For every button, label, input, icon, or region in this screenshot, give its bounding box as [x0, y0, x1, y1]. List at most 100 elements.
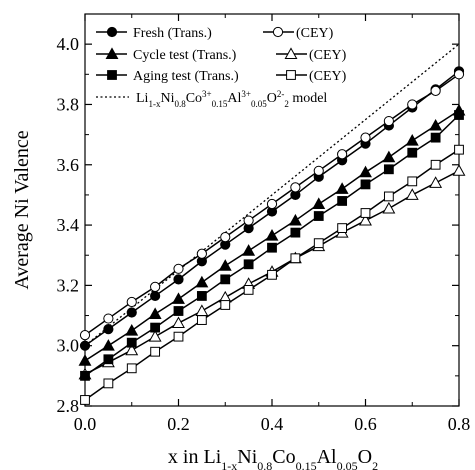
legend-model-label: Li1-xNi0.8Co3+0.15Al3+0.05O2-2 model	[136, 89, 327, 109]
data-point	[103, 354, 114, 365]
data-point	[126, 307, 137, 318]
data-point	[172, 292, 185, 304]
data-point	[125, 323, 139, 336]
data-point	[383, 164, 394, 175]
data-point	[430, 85, 441, 96]
data-point	[80, 370, 90, 381]
data-point	[148, 330, 162, 342]
data-point	[220, 232, 231, 243]
series-6	[80, 144, 464, 405]
data-point	[150, 346, 161, 357]
data-point	[405, 134, 419, 146]
data-point	[80, 395, 90, 405]
data-point	[313, 238, 324, 249]
data-point	[243, 259, 254, 270]
data-point	[430, 132, 441, 143]
data-point	[243, 285, 254, 295]
data-point	[382, 201, 396, 214]
data-point	[360, 179, 371, 190]
data-point	[150, 322, 161, 333]
legend-marker	[284, 47, 298, 59]
y-tick-label: 3.8	[57, 94, 80, 114]
x-tick-label: 0.2	[167, 414, 190, 434]
data-point	[290, 253, 301, 264]
y-axis-title: Average Ni Valence	[11, 130, 33, 289]
series-5	[80, 110, 464, 381]
data-point	[359, 165, 372, 178]
data-point	[407, 147, 418, 158]
data-point	[313, 211, 324, 221]
data-point	[196, 315, 207, 325]
data-point	[173, 263, 184, 274]
data-point	[150, 281, 161, 292]
data-point	[267, 269, 277, 280]
plot-axes: 0.0 0.2 0.4 0.6 0.8 2.8 3.0 3.2 3.4 3.6 3.8 4.0	[57, 13, 471, 434]
model-line	[84, 43, 460, 347]
data-point	[454, 144, 464, 155]
data-point	[173, 306, 184, 316]
data-point	[101, 339, 115, 351]
series-3	[78, 103, 466, 366]
data-point	[337, 149, 348, 160]
data-point	[407, 99, 418, 110]
data-point	[359, 213, 372, 226]
data-point	[126, 337, 137, 348]
data-point	[79, 340, 91, 351]
data-point	[265, 229, 279, 241]
y-tick-label: 3.4	[57, 215, 80, 235]
legend-marker	[107, 70, 117, 80]
data-point	[150, 290, 161, 302]
data-point	[383, 115, 394, 127]
data-point	[125, 343, 139, 356]
data-point	[337, 223, 348, 233]
data-point	[195, 304, 209, 316]
data-point	[220, 300, 231, 310]
data-point	[196, 248, 207, 259]
data-point	[103, 324, 114, 335]
legend-marker	[105, 47, 119, 59]
data-point	[172, 316, 185, 329]
data-point	[360, 208, 371, 218]
legend-marker	[272, 26, 284, 38]
data-point	[103, 313, 114, 324]
data-point	[453, 69, 465, 80]
legend: Fresh (Trans.) (CEY) Cycle test (Trans.) (C…	[96, 26, 347, 109]
data-point	[103, 378, 114, 389]
x-tick-label: 0.8	[448, 414, 471, 434]
data-point	[243, 215, 254, 226]
y-tick-label: 3.2	[57, 275, 80, 295]
data-point	[266, 198, 278, 210]
data-point	[242, 244, 256, 256]
data-point	[429, 176, 443, 188]
x-tick-label: 0.4	[261, 414, 284, 434]
data-point	[267, 242, 277, 253]
y-tick-label: 3.6	[57, 155, 80, 175]
y-tick-label: 4.0	[57, 34, 80, 54]
legend-label: Aging test (Trans.)	[133, 69, 239, 84]
legend-label: Fresh (Trans.)	[133, 26, 212, 41]
x-axis-title: x in Li1-xNi0.8Co0.15Al0.05O2	[168, 446, 378, 470]
data-point	[360, 132, 371, 143]
data-point	[382, 150, 396, 163]
data-point	[454, 110, 464, 120]
x-tick-label: 0.0	[74, 414, 97, 434]
data-point	[335, 182, 349, 194]
data-point	[173, 274, 184, 285]
data-point	[220, 274, 231, 285]
data-point	[337, 196, 348, 206]
legend-label: Cycle test (Trans.)	[133, 48, 237, 63]
data-point	[429, 118, 443, 131]
legend-marker	[106, 26, 118, 38]
legend-marker	[286, 70, 296, 80]
y-tick-label: 2.8	[57, 396, 80, 416]
data-point	[313, 165, 324, 176]
data-point	[430, 159, 441, 170]
data-point	[290, 227, 301, 238]
data-point	[195, 275, 209, 288]
legend-label: (CEY)	[296, 26, 334, 41]
data-point	[126, 296, 137, 308]
y-tick-label: 3.0	[57, 336, 80, 356]
data-point	[173, 331, 184, 342]
data-point	[312, 197, 326, 209]
